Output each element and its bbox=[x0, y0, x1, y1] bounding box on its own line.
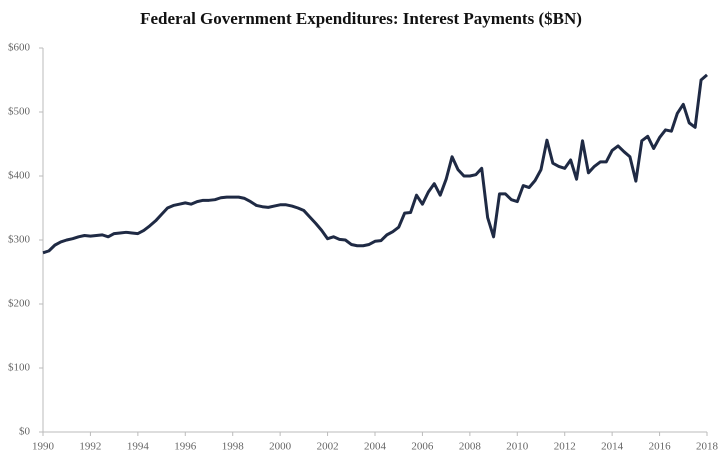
y-tick-label: $400 bbox=[8, 170, 31, 182]
line bbox=[42, 73, 708, 255]
x-tick-label: 1998 bbox=[222, 441, 245, 453]
y-tick-label: $200 bbox=[8, 298, 31, 310]
x-tick-label: 2014 bbox=[601, 441, 624, 453]
x-tick-label: 2016 bbox=[649, 441, 672, 453]
y-tick-label: $500 bbox=[8, 106, 31, 118]
x-tick-label: 2018 bbox=[696, 441, 719, 453]
y-tick-label: $0 bbox=[19, 426, 31, 438]
x-tick-label: 2006 bbox=[411, 441, 434, 453]
x-tick-label: 2000 bbox=[269, 441, 292, 453]
x-tick-label: 2010 bbox=[506, 441, 529, 453]
y-tick-label: $600 bbox=[8, 42, 31, 54]
x-tick-label: 1996 bbox=[174, 441, 197, 453]
x-tick-label: 2008 bbox=[459, 441, 482, 453]
x-tick-label: 2012 bbox=[554, 441, 576, 453]
x-tick-label: 1994 bbox=[127, 441, 150, 453]
x-tick-label: 1990 bbox=[32, 441, 55, 453]
x-tick-label: 1992 bbox=[79, 441, 101, 453]
y-tick-label: $100 bbox=[8, 362, 31, 374]
chart-title: Federal Government Expenditures: Interes… bbox=[140, 9, 582, 28]
x-tick-label: 2002 bbox=[317, 441, 339, 453]
y-tick-label: $300 bbox=[8, 234, 31, 246]
x-tick-label: 2004 bbox=[364, 441, 387, 453]
